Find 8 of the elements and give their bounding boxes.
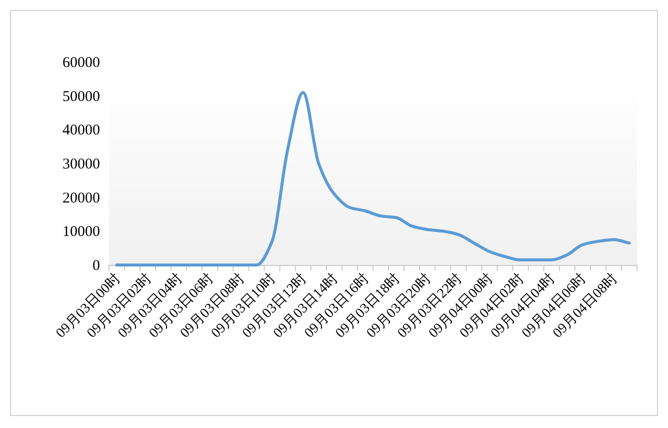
y-tick-label: 20000 (62, 190, 100, 206)
y-tick-label: 40000 (62, 122, 100, 139)
y-tick-label: 0 (92, 258, 100, 274)
y-tick-label: 60000 (62, 55, 100, 71)
y-tick-label: 10000 (62, 224, 100, 240)
line-series (115, 90, 631, 266)
y-tick-label: 30000 (62, 156, 100, 172)
y-tick-label: 50000 (62, 88, 100, 105)
